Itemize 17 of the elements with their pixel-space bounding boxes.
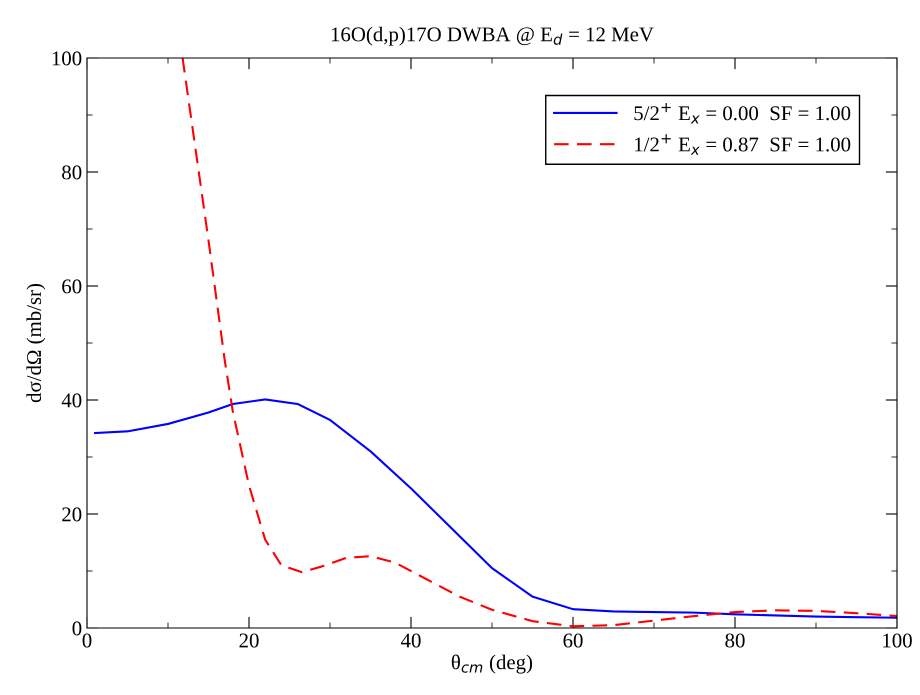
y-axis-title: dσ/dΩ (mb/sr)	[26, 284, 46, 402]
chart-title: 16O(d,p)17O DWBA @ E$_{d}$ = 12 MeV	[332, 26, 654, 46]
y-tick-label: 60	[62, 279, 82, 294]
x-tick-label: 60	[563, 633, 583, 648]
x-tick-label: 100	[883, 633, 912, 648]
x-tick-label: 20	[240, 633, 259, 648]
y-tick-label: 40	[62, 393, 82, 408]
x-tick-label: 0	[82, 633, 92, 648]
x-tick-label: 80	[725, 633, 745, 648]
legend-label: 5/2$^{+}$ E$_{x}$ = 0.00 SF = 1.00	[634, 102, 850, 124]
x-axis-title: θ$_{cm}$ (deg)	[452, 654, 532, 674]
y-tick-label: 0	[72, 621, 82, 636]
legend-label: 1/2$^{+}$ E$_{x}$ = 0.87 SF = 1.00	[635, 134, 850, 155]
y-tick-label: 80	[62, 165, 82, 180]
y-tick-label: 20	[62, 507, 82, 522]
x-tick-label: 40	[400, 633, 421, 648]
y-tick-label: 100	[52, 51, 82, 66]
